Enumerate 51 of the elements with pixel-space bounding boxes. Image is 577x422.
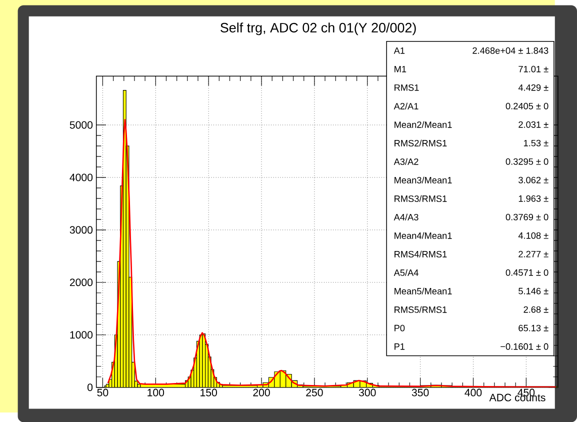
annotation: A5/A4 xyxy=(394,269,418,276)
annotation: 5.146 ± xyxy=(518,288,548,294)
annotation: RMS4/RMS1 xyxy=(394,250,447,258)
annotation: A4/A3 xyxy=(394,214,418,220)
y-tick-label: 1000 xyxy=(70,331,93,339)
annotation: Mean5/Mean1 xyxy=(394,288,452,294)
annotation: 4.429 ± xyxy=(518,84,548,91)
x-tick-label: 350 xyxy=(412,388,429,396)
annotation: 1.53 ± xyxy=(524,140,548,146)
x-tick-label: 450 xyxy=(518,388,535,396)
annotation: Mean2/Mean1 xyxy=(394,121,452,128)
annotation: 0.2405 ± 0 xyxy=(506,102,548,110)
text: 2.468e+04 ± 1.843 xyxy=(472,47,548,54)
chart-title: Self trg, ADC 02 ch 01(Y 20/002) xyxy=(220,22,416,36)
y-tick-label: 4000 xyxy=(70,174,93,182)
annotation: A2/A1 xyxy=(394,102,418,110)
x-tick-label: 250 xyxy=(306,388,323,396)
annotation: RMS3/RMS1 xyxy=(394,195,447,202)
y-tick-label: 2000 xyxy=(70,278,93,286)
x-tick-label: 400 xyxy=(464,388,482,396)
x-tick-label: 300 xyxy=(358,388,376,396)
x-axis-title: ADC counts xyxy=(489,394,546,402)
annotation: A3/A2 xyxy=(394,158,418,165)
text: M1 xyxy=(394,66,406,72)
annotation: 2.031 ± xyxy=(518,121,548,128)
annotation: Mean4/Mean1 xyxy=(394,232,452,239)
text: A1 xyxy=(394,47,405,54)
annotation: 65.13 ± xyxy=(518,324,548,332)
annotation: 2.277 ± xyxy=(518,250,548,258)
annotation: −0.1601 ± 0 xyxy=(500,343,548,350)
annotation: Mean3/Mean1 xyxy=(394,176,452,184)
annotation: 0.3295 ± 0 xyxy=(506,158,548,165)
annotation: 0.4571 ± 0 xyxy=(506,269,548,276)
text: 71.01 ± xyxy=(518,66,548,72)
x-tick-label: 200 xyxy=(253,388,270,396)
x-tick-label: 150 xyxy=(200,388,217,396)
annotation: RMS1 xyxy=(394,84,419,91)
x-tick-label: 50 xyxy=(97,388,108,396)
annotation: RMS2/RMS1 xyxy=(394,140,447,146)
annotation: 0.3769 ± 0 xyxy=(506,214,548,220)
y-tick-label: 0 xyxy=(88,384,93,392)
annotation: 3.062 ± xyxy=(518,176,548,184)
annotation: 2.68 ± xyxy=(524,306,548,313)
annotation: RMS5/RMS1 xyxy=(394,306,447,313)
annotation: P0 xyxy=(394,324,405,332)
y-tick-label: 5000 xyxy=(70,121,93,129)
annotation: 4.108 ± xyxy=(518,232,548,239)
annotation: P1 xyxy=(394,343,405,350)
annotation: 1.963 ± xyxy=(518,195,548,202)
y-tick-label: 3000 xyxy=(70,226,93,234)
x-tick-label: 100 xyxy=(148,388,164,396)
